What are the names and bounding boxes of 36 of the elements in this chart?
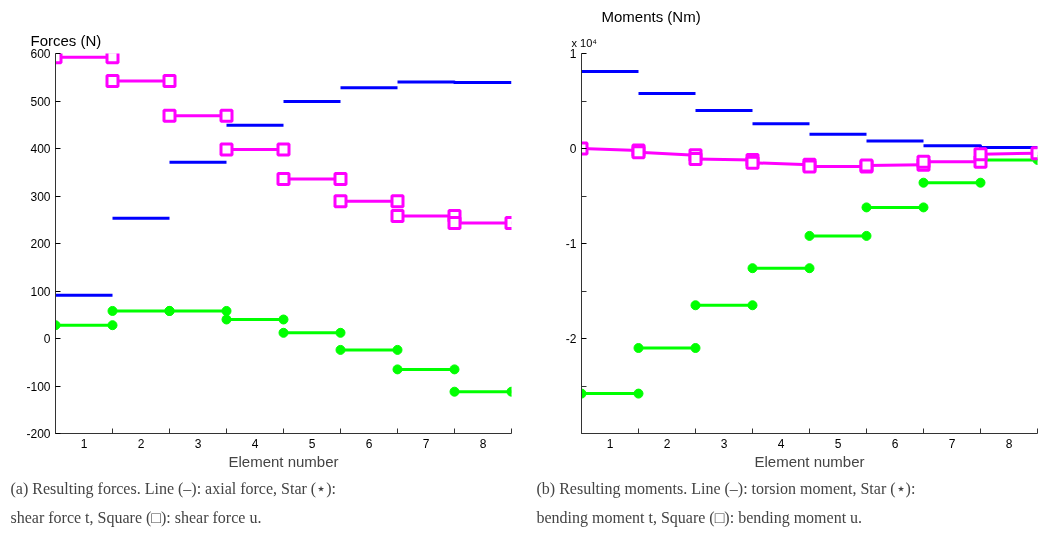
x-tick-label: 8 <box>1005 436 1013 451</box>
x-tick-label: 5 <box>308 436 316 451</box>
x-tick-label: 2 <box>137 436 145 451</box>
text: (a) Resulting forces. Line (–): axial force, Star (⋆): shear force t, Square (□): shear force u. <box>10 479 336 527</box>
y-tick-label: 100 <box>30 284 51 299</box>
x-tick-label: 6 <box>365 436 373 451</box>
x-axis-title: Element number <box>228 452 339 470</box>
text: (b) Resulting moments. Line (–): torsion moment, Star (⋆): bending moment t, Square (□): bending moment u. <box>536 479 916 527</box>
y-tick-label: 600 <box>30 47 51 61</box>
chart-title: Forces (N) <box>30 31 102 49</box>
y-tick-label: 200 <box>30 237 51 251</box>
x-axis-title: Element number <box>754 452 865 470</box>
x-tick-label: 4 <box>777 436 785 451</box>
x-tick-label: 3 <box>194 436 202 451</box>
y-tick-label: 0 <box>569 142 577 156</box>
y-tick-label: 0 <box>43 332 51 346</box>
x-tick-label: 7 <box>422 436 430 451</box>
y-tick-label: 300 <box>30 189 51 204</box>
x-tick-label: 5 <box>834 436 842 451</box>
y-tick-label: -1 <box>565 237 577 251</box>
x-tick-label: 6 <box>891 436 899 451</box>
y-tick-label: 500 <box>30 94 51 109</box>
x-tick-label: 7 <box>948 436 956 451</box>
y-tick-label: 1 <box>569 47 577 61</box>
chart-title: Moments (Nm) <box>601 7 701 25</box>
x-tick-label: 1 <box>80 436 88 451</box>
y-tick-label: -100 <box>26 379 51 394</box>
x-tick-label: 3 <box>720 436 728 451</box>
x-tick-label: 2 <box>663 436 671 451</box>
x-tick-label: 1 <box>606 436 614 451</box>
x-tick-label: 8 <box>479 436 487 451</box>
y-tick-label: -200 <box>26 427 51 441</box>
y-tick-label: -2 <box>565 332 577 346</box>
x-tick-label: 4 <box>251 436 259 451</box>
y-tick-label: 400 <box>30 142 51 156</box>
text: x 10⁴ <box>571 36 598 49</box>
